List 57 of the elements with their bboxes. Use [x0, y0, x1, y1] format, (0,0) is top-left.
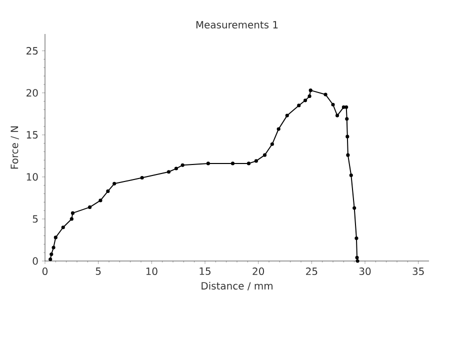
point: [52, 246, 56, 250]
x-tick-label: 0: [42, 268, 48, 276]
point: [112, 182, 116, 186]
y-tick-label: 25: [26, 47, 38, 55]
point: [262, 153, 267, 157]
point: [345, 117, 349, 121]
point: [246, 162, 251, 166]
point: [344, 105, 348, 109]
point: [166, 170, 171, 174]
point: [70, 217, 74, 221]
y-tick-label: 20: [26, 89, 38, 97]
point: [106, 189, 110, 194]
chart-title: Measurements 1: [196, 21, 278, 28]
point: [48, 258, 52, 262]
point: [98, 198, 102, 202]
x-tick-label: 25: [306, 268, 318, 276]
point: [180, 163, 184, 167]
point: [331, 102, 335, 106]
point: [270, 142, 274, 146]
x-tick-label: 5: [96, 268, 101, 275]
x-tick-label: 30: [359, 268, 371, 276]
y-tick-label: 0: [32, 257, 38, 265]
point: [308, 94, 312, 98]
x-tick-label: 20: [252, 268, 264, 276]
point: [140, 176, 144, 180]
point: [70, 211, 75, 215]
point: [206, 162, 210, 166]
point: [88, 205, 92, 209]
point: [355, 256, 359, 260]
y-tick-label: 15: [26, 131, 38, 139]
y-tick-label: 10: [26, 173, 38, 181]
point: [174, 166, 178, 170]
point: [308, 88, 312, 92]
x-axis-title: Distance / mm: [202, 282, 272, 290]
point: [254, 159, 258, 163]
point: [297, 104, 301, 108]
point: [354, 236, 358, 240]
point: [276, 127, 280, 131]
point: [54, 236, 58, 240]
point: [335, 114, 340, 118]
point: [50, 252, 54, 256]
point: [356, 259, 360, 263]
point: [324, 92, 328, 96]
point: [349, 173, 353, 178]
x-tick-label: 10: [146, 268, 158, 276]
y-tick-label: 5: [32, 215, 38, 223]
point: [230, 162, 235, 166]
point: [342, 105, 346, 109]
point: [61, 226, 65, 230]
x-tick-label: 15: [200, 268, 210, 275]
point: [285, 114, 289, 118]
point: [346, 153, 350, 157]
y-axis-title: Force / N: [10, 126, 19, 169]
point: [346, 134, 350, 138]
x-tick-label: 35: [412, 268, 424, 276]
point: [352, 206, 356, 210]
point: [303, 98, 308, 102]
